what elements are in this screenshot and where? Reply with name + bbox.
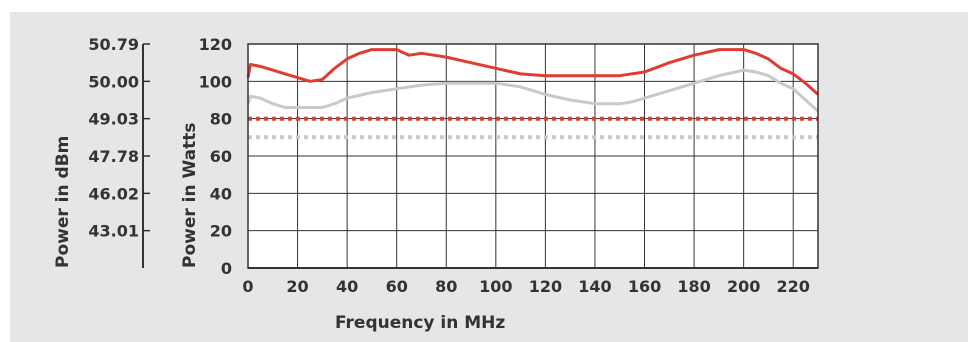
y-axis-title: Power in Watts bbox=[180, 122, 200, 268]
x-tick-label: 140 bbox=[578, 277, 611, 296]
grid-layer bbox=[248, 43, 818, 268]
axes-layer bbox=[142, 43, 819, 269]
y2-tick-label: 46.02 bbox=[88, 184, 139, 203]
y-tick-label: 120 bbox=[199, 35, 232, 54]
y-tick-label: 20 bbox=[210, 222, 232, 241]
y2-axis-title: Power in dBm bbox=[53, 136, 73, 268]
y2-tick-label: 43.01 bbox=[88, 222, 139, 241]
y-tick-label: 60 bbox=[210, 147, 232, 166]
x-tick-label: 180 bbox=[677, 277, 710, 296]
y2-tick-label: 50.79 bbox=[88, 35, 139, 54]
x-axis-title: Frequency in MHz bbox=[335, 313, 505, 333]
x-tick-label: 0 bbox=[242, 277, 253, 296]
x-tick-label: 220 bbox=[777, 277, 810, 296]
x-tick-label: 120 bbox=[529, 277, 562, 296]
y2-tick-label: 47.78 bbox=[88, 147, 139, 166]
series-line-1 bbox=[246, 48, 820, 96]
x-tick-label: 40 bbox=[336, 277, 358, 296]
x-tick-label: 20 bbox=[286, 277, 308, 296]
y-tick-label: 100 bbox=[199, 72, 232, 91]
series-layer bbox=[246, 48, 820, 140]
x-tick-label: 80 bbox=[435, 277, 457, 296]
y-tick-label: 80 bbox=[210, 110, 232, 129]
x-tick-label: 60 bbox=[386, 277, 408, 296]
x-tick-label: 160 bbox=[628, 277, 661, 296]
x-tick-label: 100 bbox=[479, 277, 512, 296]
series-line-2 bbox=[246, 68, 820, 113]
y-tick-label: 40 bbox=[210, 184, 232, 203]
y-tick-label: 0 bbox=[221, 259, 232, 278]
y2-tick-label: 49.03 bbox=[88, 110, 139, 129]
x-tick-label: 200 bbox=[727, 277, 760, 296]
labels-layer: 0 20 40 60 80 100 120 140 160 180 200 220 0 20 40 60 80 1… bbox=[88, 35, 810, 296]
y2-tick-label: 50.00 bbox=[88, 72, 139, 91]
